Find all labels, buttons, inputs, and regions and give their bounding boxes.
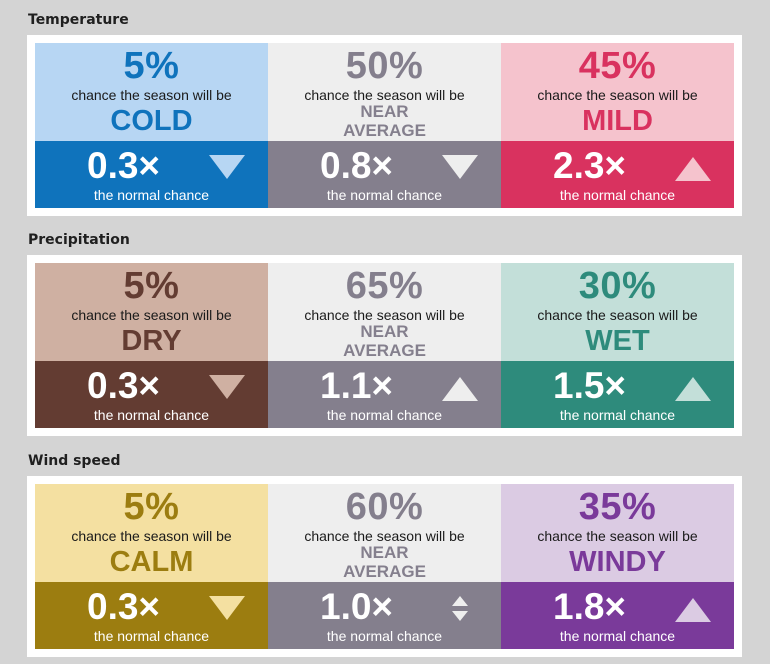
- multiplier-value: 2.3×: [553, 145, 627, 186]
- up-triangle-icon: [675, 598, 711, 622]
- precipitation-panel: 5% chance the season will be DRY 0.3× th…: [27, 255, 742, 436]
- card-bottom: 0.3× the normal chance: [35, 582, 268, 649]
- category-line-2: AVERAGE: [343, 562, 426, 581]
- precipitation-near-average-card: 65% chance the season will be NEAR AVERA…: [268, 263, 501, 428]
- category-label: NEAR AVERAGE: [268, 543, 501, 581]
- wind-speed-panel: 5% chance the season will be CALM 0.3× t…: [27, 476, 742, 657]
- category-line-1: NEAR: [360, 543, 409, 562]
- card-top: 50% chance the season will be NEAR AVERA…: [268, 43, 501, 141]
- percent-value: 50%: [345, 45, 424, 87]
- card-top: 45% chance the season will be MILD: [501, 43, 734, 141]
- down-triangle-icon: [209, 596, 245, 620]
- normal-chance-label: the normal chance: [93, 628, 210, 644]
- up-triangle-icon: [675, 377, 711, 401]
- precipitation-wet-card: 30% chance the season will be WET 1.5× t…: [501, 263, 734, 428]
- precipitation-dry-card: 5% chance the season will be DRY 0.3× th…: [35, 263, 268, 428]
- chance-label: chance the season will be: [537, 528, 698, 544]
- normal-chance-label: the normal chance: [326, 628, 443, 644]
- temperature-cold-card: 5% chance the season will be COLD 0.3× t…: [35, 43, 268, 208]
- normal-chance-label: the normal chance: [93, 187, 210, 203]
- chance-label: chance the season will be: [304, 528, 465, 544]
- normal-chance-label: the normal chance: [326, 407, 443, 423]
- card-bottom: 1.5× the normal chance: [501, 361, 734, 428]
- category-label: NEAR AVERAGE: [268, 322, 501, 360]
- card-top: 30% chance the season will be WET: [501, 263, 734, 361]
- percent-value: 65%: [345, 265, 424, 307]
- chance-label: chance the season will be: [537, 87, 698, 103]
- chance-label: chance the season will be: [304, 307, 465, 323]
- category-line-2: AVERAGE: [343, 341, 426, 360]
- section-title-wind-speed: Wind speed: [28, 453, 121, 469]
- up-triangle-icon: [442, 377, 478, 401]
- temperature-panel: 5% chance the season will be COLD 0.3× t…: [27, 35, 742, 216]
- card-top: 35% chance the season will be WINDY: [501, 484, 734, 582]
- percent-value: 60%: [345, 486, 424, 528]
- down-triangle-icon: [209, 155, 245, 179]
- multiplier-value: 0.3×: [87, 145, 161, 186]
- percent-value: 45%: [578, 45, 657, 87]
- chance-label: chance the season will be: [537, 307, 698, 323]
- normal-chance-label: the normal chance: [559, 407, 676, 423]
- category-label: DRY: [121, 325, 182, 357]
- card-top: 5% chance the season will be CALM: [35, 484, 268, 582]
- multiplier-value: 0.3×: [87, 365, 161, 406]
- card-bottom: 1.8× the normal chance: [501, 582, 734, 649]
- wind-windy-card: 35% chance the season will be WINDY 1.8×…: [501, 484, 734, 649]
- section-title-temperature: Temperature: [28, 12, 129, 28]
- temperature-near-average-card: 50% chance the season will be NEAR AVERA…: [268, 43, 501, 208]
- section-title-precipitation: Precipitation: [28, 232, 130, 248]
- category-line-1: NEAR: [360, 322, 409, 341]
- percent-value: 5%: [123, 486, 180, 528]
- multiplier-value: 1.1×: [320, 365, 394, 406]
- percent-value: 35%: [578, 486, 657, 528]
- category-label: WINDY: [569, 546, 666, 578]
- percent-value: 30%: [578, 265, 657, 307]
- chance-label: chance the season will be: [71, 307, 232, 323]
- card-top: 5% chance the season will be COLD: [35, 43, 268, 141]
- card-bottom: 2.3× the normal chance: [501, 141, 734, 208]
- percent-value: 5%: [123, 265, 180, 307]
- percent-value: 5%: [123, 45, 180, 87]
- card-top: 65% chance the season will be NEAR AVERA…: [268, 263, 501, 361]
- card-bottom: 0.3× the normal chance: [35, 141, 268, 208]
- card-top: 60% chance the season will be NEAR AVERA…: [268, 484, 501, 582]
- category-line-2: AVERAGE: [343, 121, 426, 140]
- multiplier-value: 0.8×: [320, 145, 394, 186]
- wind-near-average-card: 60% chance the season will be NEAR AVERA…: [268, 484, 501, 649]
- card-bottom: 1.0× the normal chance: [268, 582, 501, 649]
- wind-calm-card: 5% chance the season will be CALM 0.3× t…: [35, 484, 268, 649]
- temperature-mild-card: 45% chance the season will be MILD 2.3× …: [501, 43, 734, 208]
- card-bottom: 0.8× the normal chance: [268, 141, 501, 208]
- chance-label: chance the season will be: [71, 87, 232, 103]
- normal-chance-label: the normal chance: [326, 187, 443, 203]
- up-triangle-icon: [675, 157, 711, 181]
- up-down-icon: [452, 596, 468, 621]
- chance-label: chance the season will be: [304, 87, 465, 103]
- normal-chance-label: the normal chance: [93, 407, 210, 423]
- category-label: CALM: [109, 546, 194, 578]
- multiplier-value: 1.8×: [553, 586, 627, 627]
- down-triangle-icon: [209, 375, 245, 399]
- normal-chance-label: the normal chance: [559, 187, 676, 203]
- card-bottom: 0.3× the normal chance: [35, 361, 268, 428]
- category-label: COLD: [110, 105, 193, 137]
- category-label: WET: [585, 325, 650, 357]
- category-line-1: NEAR: [360, 102, 409, 121]
- chance-label: chance the season will be: [71, 528, 232, 544]
- card-top: 5% chance the season will be DRY: [35, 263, 268, 361]
- multiplier-value: 1.5×: [553, 365, 627, 406]
- normal-chance-label: the normal chance: [559, 628, 676, 644]
- multiplier-value: 1.0×: [320, 586, 394, 627]
- category-label: NEAR AVERAGE: [268, 102, 501, 140]
- category-label: MILD: [582, 105, 653, 137]
- multiplier-value: 0.3×: [87, 586, 161, 627]
- card-bottom: 1.1× the normal chance: [268, 361, 501, 428]
- down-triangle-icon: [442, 155, 478, 179]
